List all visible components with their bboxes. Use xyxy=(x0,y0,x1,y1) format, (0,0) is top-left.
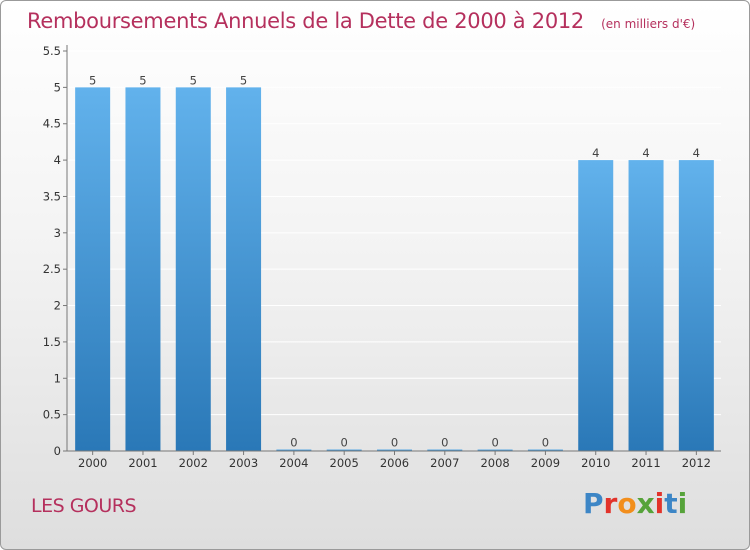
x-tick-label-2007: 2007 xyxy=(430,456,459,470)
y-tick-label: 1.5 xyxy=(43,335,61,349)
logo-letter: r xyxy=(603,487,618,520)
bar-2000 xyxy=(75,87,111,451)
x-tick-label-2004: 2004 xyxy=(279,456,308,470)
y-tick-label: 2 xyxy=(54,299,61,313)
bar-2004 xyxy=(276,449,312,451)
x-tick-label-2005: 2005 xyxy=(330,456,359,470)
bar-2001 xyxy=(125,87,161,451)
value-label-2012: 4 xyxy=(693,146,700,160)
logo-letter: x xyxy=(636,487,655,520)
x-tick-label-2011: 2011 xyxy=(631,456,660,470)
logo-letter: P xyxy=(583,487,604,520)
logo-letter: t xyxy=(664,487,678,520)
x-tick-label-2006: 2006 xyxy=(380,456,409,470)
value-label-2004: 0 xyxy=(290,436,297,450)
chart-title: Remboursements Annuels de la Dette de 20… xyxy=(27,9,584,33)
bar-2009 xyxy=(527,449,563,451)
x-tick-label-2008: 2008 xyxy=(480,456,509,470)
value-label-2007: 0 xyxy=(441,436,448,450)
value-label-2002: 5 xyxy=(190,73,197,87)
x-tick-label-2001: 2001 xyxy=(128,456,157,470)
x-tick-label-2009: 2009 xyxy=(531,456,560,470)
value-label-2010: 4 xyxy=(592,146,599,160)
logo-letter: i xyxy=(654,487,665,520)
logo-letter: i xyxy=(677,487,688,520)
x-tick-label-2010: 2010 xyxy=(581,456,610,470)
value-label-2011: 4 xyxy=(642,146,649,160)
x-tick-label-2000: 2000 xyxy=(78,456,107,470)
bar-2010 xyxy=(578,160,614,451)
y-tick-label: 4.5 xyxy=(43,117,61,131)
value-label-2005: 0 xyxy=(341,436,348,450)
value-label-2000: 5 xyxy=(89,73,96,87)
proxiti-logo: Proxiti xyxy=(583,487,687,520)
x-tick-label-2003: 2003 xyxy=(229,456,258,470)
title-row: Remboursements Annuels de la Dette de 20… xyxy=(27,9,695,33)
y-tick-label: 2.5 xyxy=(43,262,61,276)
value-label-2001: 5 xyxy=(139,73,146,87)
value-label-2003: 5 xyxy=(240,73,247,87)
y-tick-label: 3 xyxy=(54,226,61,240)
y-tick-label: 0 xyxy=(54,444,61,458)
logo-letter: o xyxy=(617,487,637,520)
bar-2002 xyxy=(175,87,211,451)
x-tick-label-2002: 2002 xyxy=(179,456,208,470)
y-tick-label: 3.5 xyxy=(43,189,61,203)
bar-2012 xyxy=(678,160,714,451)
y-tick-label: 0.5 xyxy=(43,408,61,422)
commune-name: LES GOURS xyxy=(31,495,137,517)
value-label-2006: 0 xyxy=(391,436,398,450)
y-tick-label: 5.5 xyxy=(43,44,61,58)
y-tick-label: 4 xyxy=(54,153,61,167)
value-label-2008: 0 xyxy=(491,436,498,450)
y-tick-label: 5 xyxy=(54,80,61,94)
y-tick-label: 1 xyxy=(54,371,61,385)
bar-2005 xyxy=(326,449,362,451)
value-label-2009: 0 xyxy=(542,436,549,450)
bar-2011 xyxy=(628,160,664,451)
x-tick-label-2012: 2012 xyxy=(682,456,711,470)
bar-2003 xyxy=(226,87,262,451)
chart-subtitle: (en milliers d'€) xyxy=(601,17,696,31)
bar-2006 xyxy=(377,449,412,451)
bar-2008 xyxy=(477,449,513,451)
bar-2007 xyxy=(427,449,463,451)
